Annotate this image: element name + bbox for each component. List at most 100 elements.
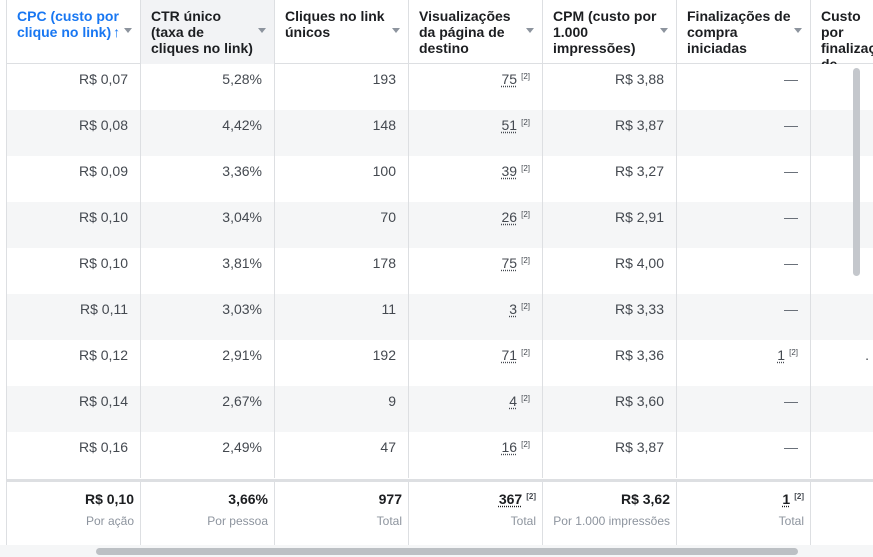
metric-link[interactable]: 4 bbox=[509, 393, 518, 409]
table-cell-cpm: R$ 3,33 bbox=[543, 294, 677, 340]
chevron-down-icon[interactable] bbox=[392, 28, 400, 33]
cell-value: R$ 3,88 bbox=[614, 71, 664, 87]
cell-value: R$ 0,07 bbox=[78, 71, 128, 87]
metric-link[interactable]: 1 bbox=[777, 347, 786, 363]
column-header-ctr[interactable]: CTR único (taxa de cliques no link) bbox=[141, 0, 275, 64]
column-header-label: Cliques no link únicos bbox=[285, 8, 385, 40]
column-header-cpm[interactable]: CPM (custo por 1.000 impressões) bbox=[543, 0, 677, 64]
footnote-marker[interactable]: [2] bbox=[521, 348, 530, 357]
column-header-link-clicks[interactable]: Cliques no link únicos bbox=[275, 0, 409, 64]
column-header-checkouts-initiated[interactable]: Finalizações de compra iniciadas bbox=[677, 0, 811, 64]
horizontal-scrollbar[interactable] bbox=[96, 548, 798, 555]
vertical-scrollbar[interactable] bbox=[853, 68, 860, 276]
cell-value: R$ 0,09 bbox=[78, 163, 128, 179]
table-cell-views: 51 [2] bbox=[409, 110, 543, 156]
table-cell-clicks: 11 bbox=[275, 294, 409, 340]
cell-value: R$ 0,16 bbox=[78, 439, 128, 455]
footnote-marker[interactable]: [2] bbox=[789, 348, 798, 357]
footnote-marker[interactable]: [2] bbox=[521, 72, 530, 81]
metric-link[interactable]: 3 bbox=[509, 301, 518, 317]
column-header-cpc[interactable]: CPC (custo por clique no link) ↑ bbox=[7, 0, 141, 64]
cell-value: 47 bbox=[380, 439, 396, 455]
cell-value: — bbox=[784, 163, 798, 179]
table-body: R$ 0,07 5,28% 193 75 [2] R$ 3,88— R$ 0,08 4,42%… bbox=[7, 64, 873, 478]
footnote-marker[interactable]: [2] bbox=[794, 492, 804, 501]
cell-value: R$ 3,87 bbox=[614, 117, 664, 133]
table-cell-clicks: 70 bbox=[275, 202, 409, 248]
cell-value: R$ 0,12 bbox=[78, 347, 128, 363]
table-cell-ctr: 3,03% bbox=[141, 294, 275, 340]
cell-value: R$ 3,36 bbox=[614, 347, 664, 363]
cell-value: R$ 0,10 bbox=[78, 255, 128, 271]
chevron-down-icon[interactable] bbox=[258, 28, 266, 33]
table-cell-views: 3 [2] bbox=[409, 294, 543, 340]
column-header-label: Visualizações da página de destino bbox=[419, 8, 511, 56]
cell-value: 3,81% bbox=[222, 255, 262, 271]
metric-link[interactable]: 75 bbox=[501, 255, 518, 271]
cell-value: — bbox=[784, 255, 798, 271]
footnote-marker[interactable]: [2] bbox=[521, 256, 530, 265]
table-cell-ctr: 3,36% bbox=[141, 156, 275, 202]
table-cell-cpm: R$ 3,88 bbox=[543, 64, 677, 110]
footnote-marker[interactable]: [2] bbox=[521, 210, 530, 219]
cell-value: — bbox=[784, 71, 798, 87]
table-cell-cpm: R$ 2,91 bbox=[543, 202, 677, 248]
metric-link[interactable]: 26 bbox=[501, 209, 518, 225]
metric-link[interactable]: 51 bbox=[501, 117, 518, 133]
table-cell-cpc: R$ 0,09 bbox=[7, 156, 141, 202]
table-cell-cpc: R$ 0,10 bbox=[7, 202, 141, 248]
metric-link[interactable]: 75 bbox=[501, 71, 518, 87]
chevron-down-icon[interactable] bbox=[526, 28, 534, 33]
metric-link[interactable]: 16 bbox=[501, 439, 518, 455]
table-cell-cpc: R$ 0,10 bbox=[7, 248, 141, 294]
chevron-down-icon[interactable] bbox=[660, 28, 668, 33]
table-cell-checkouts: — bbox=[677, 294, 811, 340]
cell-value: — bbox=[784, 117, 798, 133]
summary-value: 977 bbox=[285, 491, 402, 507]
table-row: R$ 0,09 3,36% 100 39 [2] R$ 3,27 — bbox=[7, 156, 873, 202]
cell-value: — bbox=[784, 439, 798, 455]
chevron-down-icon[interactable] bbox=[124, 28, 132, 33]
table-cell-cost bbox=[811, 156, 873, 202]
table-cell-cpc: R$ 0,11 bbox=[7, 294, 141, 340]
metric-link[interactable]: 71 bbox=[501, 347, 518, 363]
metric-link[interactable]: 367 bbox=[498, 491, 523, 507]
cell-value: 3,36% bbox=[222, 163, 262, 179]
table-row: R$ 0,10 3,81% 178 75 [2] R$ 4,00 — bbox=[7, 248, 873, 294]
table-cell-clicks: 192 bbox=[275, 340, 409, 386]
cell-value: 4,42% bbox=[222, 117, 262, 133]
footnote-marker[interactable]: [2] bbox=[521, 440, 530, 449]
sort-ascending-icon: ↑ bbox=[113, 24, 121, 40]
footnote-marker[interactable]: [2] bbox=[521, 394, 530, 403]
table-cell-cpc: R$ 0,07 bbox=[7, 64, 141, 110]
footnote-marker[interactable]: [2] bbox=[526, 492, 536, 501]
table-cell-checkouts: — bbox=[677, 248, 811, 294]
table-cell-clicks: 193 bbox=[275, 64, 409, 110]
table-cell-cost bbox=[811, 294, 873, 340]
table-cell-cost bbox=[811, 110, 873, 156]
cell-value: 193 bbox=[372, 71, 396, 87]
summary-value-text: R$ 0,10 bbox=[84, 491, 134, 507]
footnote-marker[interactable]: [2] bbox=[521, 302, 530, 311]
table-cell-checkouts: — bbox=[677, 432, 811, 478]
metric-link[interactable]: 39 bbox=[501, 163, 518, 179]
chevron-down-icon[interactable] bbox=[794, 28, 802, 33]
cell-value: 2,49% bbox=[222, 439, 262, 455]
cell-value: 70 bbox=[380, 209, 396, 225]
summary-cell: 977 Total bbox=[275, 482, 409, 545]
footnote-marker[interactable]: [2] bbox=[521, 164, 530, 173]
cell-value: R$ 0,14 bbox=[78, 393, 128, 409]
table-cell-cost bbox=[811, 64, 873, 110]
cell-value: 100 bbox=[372, 163, 396, 179]
column-header-landing-page-views[interactable]: Visualizações da página de destino bbox=[409, 0, 543, 64]
metric-link[interactable]: 1 bbox=[782, 491, 791, 507]
summary-label: Total bbox=[778, 514, 804, 528]
column-header-label: CTR único (taxa de cliques no link) bbox=[151, 8, 253, 56]
cell-value: R$ 3,60 bbox=[614, 393, 664, 409]
table-cell-views: 71 [2] bbox=[409, 340, 543, 386]
table-row: R$ 0,07 5,28% 193 75 [2] R$ 3,88 — bbox=[7, 64, 873, 110]
footnote-marker[interactable]: [2] bbox=[521, 118, 530, 127]
table-cell-checkouts: — bbox=[677, 64, 811, 110]
column-header-cost-per-checkout[interactable]: Custo por finalização de compra bbox=[811, 0, 873, 64]
